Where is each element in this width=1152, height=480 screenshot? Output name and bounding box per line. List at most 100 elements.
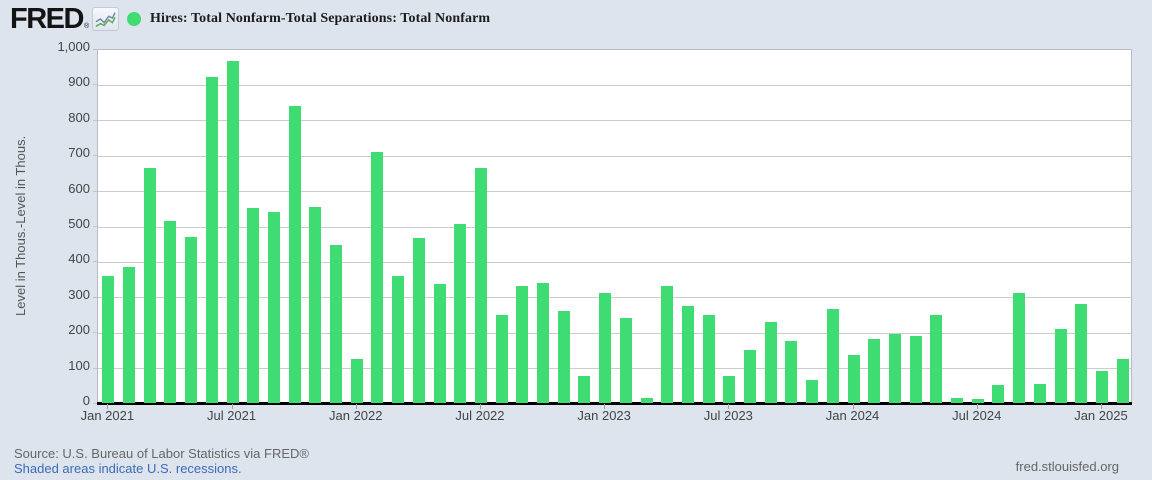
bar-Oct-2022 [537, 282, 550, 403]
y-tick-label-100: 100 [68, 357, 90, 373]
recessions-link[interactable]: Shaded areas indicate U.S. recessions. [14, 461, 242, 476]
y-tick-label-700: 700 [68, 145, 90, 161]
x-axis-tick [1100, 404, 1102, 409]
bar-Feb-2025 [1116, 358, 1129, 403]
y-axis-tick [93, 155, 97, 157]
x-tick-label-Jan-2021: Jan 2021 [80, 408, 135, 423]
gridline-100 [98, 368, 1131, 370]
bar-Jun-2024 [951, 397, 964, 403]
bar-Feb-2023 [619, 318, 632, 403]
bar-Jun-2022 [454, 224, 467, 403]
bar-Jun-2023 [702, 314, 715, 403]
x-tick-label-Jan-2022: Jan 2022 [329, 408, 383, 423]
y-axis-tick [93, 49, 97, 50]
bar-Sep-2024 [1013, 293, 1026, 403]
bar-Mar-2021 [143, 167, 156, 403]
y-axis-tick [93, 84, 97, 86]
bar-Feb-2022 [371, 151, 384, 403]
y-tick-label-1000: 1,000 [57, 39, 90, 54]
x-tick-label-Jul-2024: Jul 2024 [952, 408, 1002, 423]
bar-Mar-2022 [392, 275, 405, 403]
y-axis-tick [93, 119, 97, 121]
y-axis-tick [93, 332, 97, 334]
bar-Nov-2021 [309, 206, 322, 403]
series-legend-dot [127, 12, 141, 26]
y-tick-label-0: 0 [82, 393, 90, 408]
x-axis-tick [107, 404, 109, 409]
bar-Mar-2024 [888, 333, 901, 403]
fred-logo[interactable]: FRED ® [10, 3, 120, 35]
registered-mark: ® [83, 23, 90, 30]
bar-Jan-2025 [1095, 371, 1108, 403]
y-axis-tick [93, 190, 97, 192]
source-note: Source: U.S. Bureau of Labor Statistics … [14, 446, 309, 461]
x-axis-tick [355, 404, 357, 409]
bar-May-2024 [930, 314, 943, 403]
bar-Dec-2021 [330, 245, 343, 403]
gridline-400 [98, 261, 1131, 263]
bar-Oct-2023 [785, 341, 798, 403]
gridline-600 [98, 191, 1131, 193]
fred-logo-text: FRED [10, 3, 84, 35]
y-tick-label-600: 600 [68, 180, 90, 196]
bar-Dec-2023 [826, 309, 839, 403]
bar-Apr-2024 [909, 335, 922, 403]
bar-Feb-2021 [123, 266, 136, 403]
bar-Aug-2024 [992, 385, 1005, 403]
plot-area [97, 49, 1132, 405]
bar-Sep-2023 [764, 321, 777, 403]
bar-Jan-2021 [102, 275, 115, 403]
bar-May-2022 [433, 284, 446, 403]
bar-Mar-2023 [640, 397, 653, 403]
bar-Nov-2023 [806, 380, 819, 403]
y-tick-label-400: 400 [68, 251, 90, 267]
y-axis-tick [93, 226, 97, 227]
bar-Aug-2023 [744, 349, 757, 403]
y-axis-tick [93, 261, 97, 263]
bar-Aug-2021 [247, 208, 260, 403]
y-axis-tick [93, 403, 97, 404]
x-axis-tick [231, 404, 233, 409]
gridline-300 [98, 297, 1131, 299]
x-axis-tick [728, 404, 730, 409]
x-tick-label-Jan-2025: Jan 2025 [1074, 408, 1128, 423]
bar-Jul-2022 [474, 167, 487, 403]
gridline-200 [98, 332, 1131, 334]
y-axis-title: Level in Thous.-Level in Thous. [13, 135, 28, 317]
bar-Aug-2022 [495, 314, 508, 403]
chart-footer: Source: U.S. Bureau of Labor Statistics … [14, 446, 309, 476]
x-tick-label-Jul-2022: Jul 2022 [455, 408, 505, 423]
y-tick-label-500: 500 [68, 216, 90, 231]
bar-Dec-2024 [1075, 303, 1088, 403]
x-axis-tick [976, 404, 978, 409]
bar-Oct-2021 [288, 105, 301, 403]
gridline-700 [98, 155, 1131, 157]
bar-Apr-2023 [661, 286, 674, 403]
y-tick-label-200: 200 [68, 322, 90, 338]
bar-Jan-2023 [599, 293, 612, 403]
y-tick-label-900: 900 [68, 74, 90, 90]
bar-Nov-2022 [557, 310, 570, 403]
x-tick-label-Jan-2024: Jan 2024 [825, 408, 880, 423]
bar-May-2023 [681, 305, 694, 403]
x-tick-label-Jul-2023: Jul 2023 [703, 408, 753, 423]
y-axis-tick [93, 296, 97, 298]
fred-logo-chart-icon [92, 7, 120, 31]
x-axis-tick [604, 404, 606, 409]
bar-Jul-2024 [971, 399, 984, 403]
bar-Jul-2023 [723, 376, 736, 403]
y-axis-tick [93, 367, 97, 369]
x-axis-tick [852, 404, 854, 409]
bar-May-2021 [185, 236, 198, 403]
site-link[interactable]: fred.stlouisfed.org [1015, 459, 1119, 474]
bar-Apr-2021 [164, 220, 177, 403]
gridline-500 [98, 226, 1131, 228]
bar-Nov-2024 [1054, 328, 1067, 403]
bar-Feb-2024 [868, 339, 881, 403]
bar-Sep-2021 [267, 211, 280, 403]
y-tick-label-300: 300 [68, 286, 90, 302]
x-axis-tick [479, 404, 481, 409]
bar-Dec-2022 [578, 376, 591, 403]
chart-header: FRED ® Hires: Total Nonfarm-Total Separat… [0, 0, 1152, 40]
